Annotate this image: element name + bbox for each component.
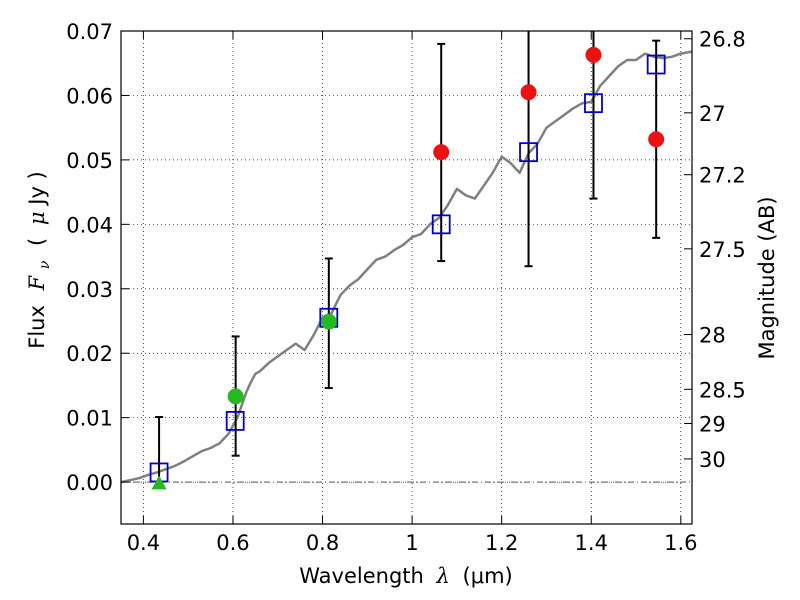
- observed-flux-point: [433, 144, 450, 161]
- x-tick-label: 1: [405, 531, 418, 555]
- observed-flux-point: [520, 84, 537, 101]
- observed-flux-point: [320, 313, 337, 330]
- y-tick-label: 0.00: [66, 471, 113, 495]
- axis-ticks: 0.4 0.6 0.8 1 1.2 1.4 1.6 0.00 0.01 0.02 0.03 0.04 0…: [66, 20, 746, 555]
- x-tick-label: 1.2: [485, 531, 518, 555]
- magnitude-tick-label: 26.8: [699, 28, 746, 52]
- y-axis-label-prefix: Flux: [25, 305, 49, 349]
- y-axis-label-rest: Jy ): [25, 171, 49, 207]
- y-tick-label: 0.03: [66, 278, 113, 302]
- model-photometry-square: [431, 214, 451, 235]
- y-axis-label-symbol: F: [25, 274, 49, 291]
- model-photometry-square: [646, 54, 666, 75]
- model-photometry-square: [519, 142, 538, 163]
- magnitude-tick-label: 28: [699, 324, 726, 348]
- y-axis-label-open: (: [25, 238, 49, 246]
- y-axis-label: Flux F ν ( μ Jy ): [25, 171, 54, 349]
- y-tick-label: 0.07: [66, 20, 113, 44]
- magnitude-axis-label: Magnitude (AB): [755, 196, 779, 359]
- y-axis-label-mu: μ: [25, 211, 49, 225]
- x-tick-label: 0.8: [306, 531, 339, 555]
- sed-model-curve: [120, 50, 693, 484]
- x-axis-label-symbol: λ: [436, 564, 450, 588]
- x-axis-label-unit: (μm): [463, 564, 513, 588]
- y-tick-label: 0.01: [66, 407, 113, 431]
- observed-flux-point: [585, 46, 602, 63]
- model-photometry-square: [225, 410, 245, 431]
- magnitude-tick-label: 27: [699, 102, 726, 126]
- x-axis-label: Wavelength λ (μm): [299, 564, 512, 588]
- magnitude-tick-label: 27.2: [699, 164, 746, 188]
- y-tick-label: 0.02: [66, 342, 113, 366]
- x-tick-label: 0.6: [216, 531, 249, 555]
- plot-frame: [120, 30, 693, 525]
- observed-flux-point: [227, 388, 244, 405]
- x-tick-label: 1.4: [575, 531, 608, 555]
- y-axis-label-subscript: ν: [37, 260, 53, 269]
- model-photometry-square: [584, 93, 603, 114]
- magnitude-tick-label: 29: [699, 412, 726, 436]
- magnitude-tick-label: 28.5: [699, 378, 746, 402]
- magnitude-tick-label: 30: [699, 448, 726, 472]
- plot-area: [120, 31, 693, 490]
- observed-flux-point: [648, 131, 665, 148]
- upper-limit-triangle: [151, 475, 167, 490]
- x-tick-label: 1.6: [664, 531, 697, 555]
- x-tick-label: 0.4: [127, 531, 160, 555]
- x-axis-label-prefix: Wavelength: [299, 564, 424, 588]
- y-tick-label: 0.04: [66, 213, 113, 237]
- y-tick-label: 0.05: [66, 149, 113, 173]
- y-tick-label: 0.06: [66, 84, 113, 108]
- magnitude-tick-label: 27.5: [699, 238, 746, 262]
